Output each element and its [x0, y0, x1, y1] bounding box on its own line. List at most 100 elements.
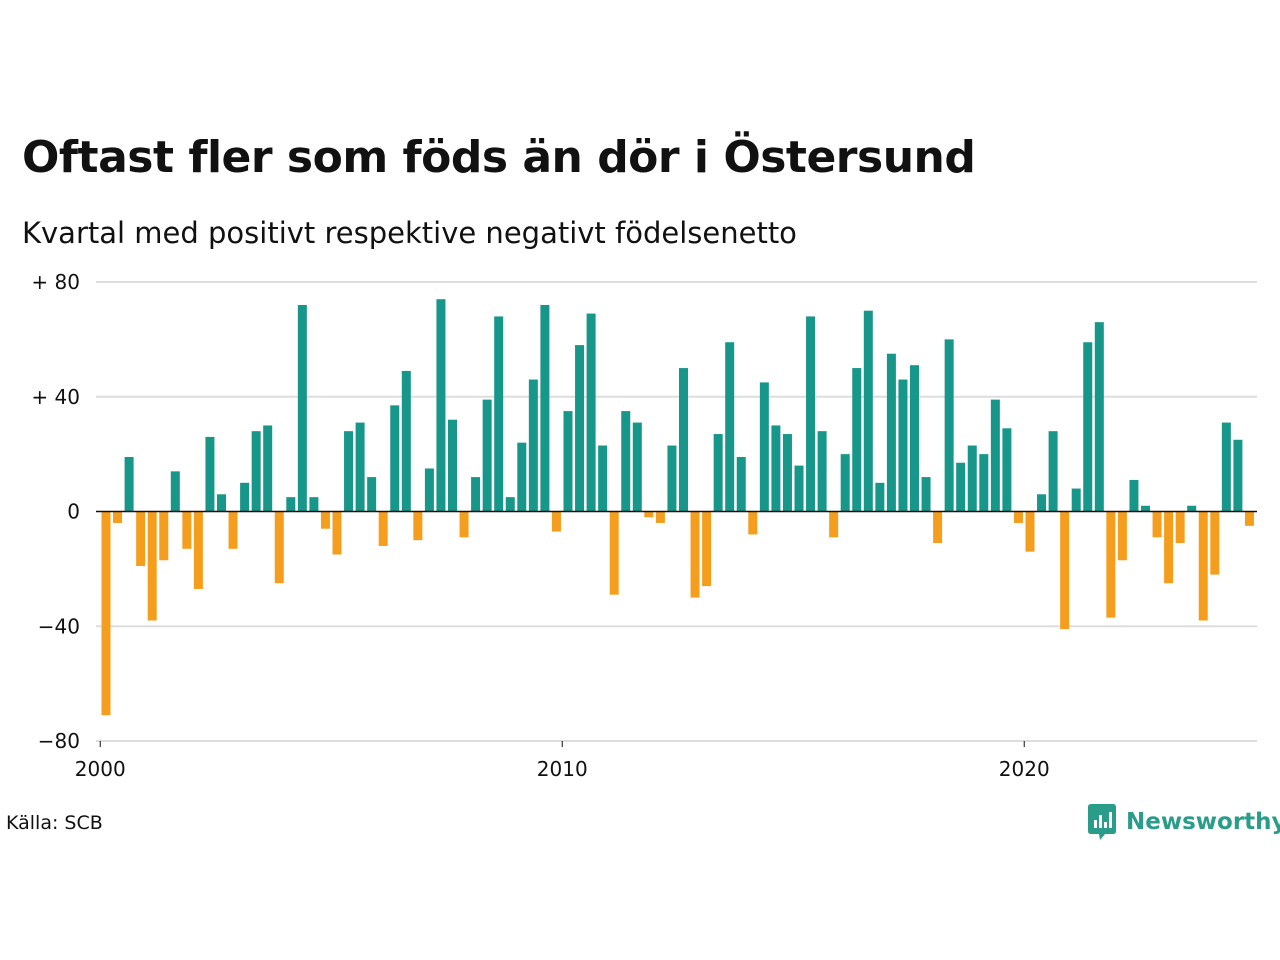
bar — [956, 462, 966, 512]
bar — [748, 511, 758, 535]
bar — [228, 511, 238, 549]
chart-subtitle: Kvartal med positivt respektive negativt… — [22, 216, 797, 250]
bar — [113, 511, 123, 523]
newsworthy-icon — [1088, 804, 1116, 840]
bar — [1025, 511, 1035, 552]
bar — [1244, 511, 1254, 526]
bar — [1210, 511, 1220, 575]
bar — [1048, 431, 1058, 512]
bar — [170, 471, 180, 512]
bar — [124, 456, 134, 512]
y-tick-label: 0 — [67, 500, 80, 524]
bar — [598, 445, 608, 512]
bar — [852, 368, 862, 512]
bar — [1117, 511, 1127, 561]
bar — [1164, 511, 1174, 584]
bar — [182, 511, 192, 549]
bar — [863, 310, 873, 512]
bar — [655, 511, 665, 523]
bar — [251, 431, 261, 512]
bar — [240, 482, 250, 512]
bar — [771, 425, 781, 512]
y-tick-label: + 40 — [31, 385, 80, 409]
bar — [413, 511, 423, 541]
bar — [1152, 511, 1162, 538]
bar — [725, 342, 735, 512]
bar — [448, 419, 457, 512]
bar — [1002, 428, 1012, 512]
bar — [482, 399, 492, 512]
y-axis-labels: + 80 + 40 0 −40 −80 — [31, 270, 80, 753]
bar — [1221, 422, 1231, 512]
bar — [1233, 439, 1243, 512]
bar — [286, 497, 296, 512]
bar — [471, 477, 481, 512]
x-axis: 2000 2010 2020 — [75, 741, 1050, 781]
bar — [205, 436, 215, 512]
y-tick-label: −40 — [38, 614, 80, 638]
bar — [609, 511, 619, 595]
bar — [1013, 511, 1023, 523]
bar — [136, 511, 146, 567]
bar — [759, 382, 769, 512]
bar — [1083, 342, 1093, 512]
bar — [355, 422, 365, 512]
bar — [679, 368, 688, 512]
bar — [367, 477, 377, 512]
bar — [494, 316, 504, 512]
bar — [1094, 322, 1104, 512]
bar — [990, 399, 1000, 512]
bar — [933, 511, 943, 544]
bar — [344, 431, 354, 512]
bar — [575, 345, 585, 512]
bar — [1037, 494, 1047, 512]
bar — [401, 370, 411, 512]
bar — [644, 511, 654, 518]
bar — [794, 465, 804, 512]
bar — [309, 497, 319, 512]
bar — [378, 511, 388, 546]
bar — [217, 494, 226, 512]
bar — [424, 468, 434, 512]
bar — [817, 431, 827, 512]
bar — [875, 482, 885, 512]
bars — [101, 299, 1254, 716]
bar — [540, 304, 550, 512]
bar — [320, 511, 330, 529]
bar — [667, 445, 677, 512]
bar — [840, 454, 850, 512]
bar — [1060, 511, 1070, 630]
bar — [944, 339, 954, 512]
bar — [829, 511, 839, 538]
newsworthy-logo[interactable]: Newsworthy — [1088, 804, 1280, 840]
bar — [274, 511, 284, 584]
bar — [621, 411, 631, 512]
bar — [713, 434, 723, 512]
bar — [193, 511, 203, 589]
bar — [459, 511, 469, 538]
bar — [702, 511, 712, 587]
bar — [528, 379, 538, 512]
bar — [1198, 511, 1208, 621]
bar — [1175, 511, 1185, 544]
bar — [1071, 488, 1081, 512]
source-credit: Källa: SCB — [6, 812, 103, 834]
bar — [690, 511, 700, 598]
bar — [436, 299, 446, 512]
y-tick-label: −80 — [38, 729, 80, 753]
x-tick-label: 2020 — [999, 757, 1050, 781]
bar — [1187, 505, 1197, 512]
bar — [898, 379, 908, 512]
bar — [297, 304, 307, 512]
bar — [782, 434, 792, 512]
brand-name: Newsworthy — [1126, 809, 1280, 835]
bar — [263, 425, 273, 512]
bar — [967, 445, 977, 512]
bar — [921, 477, 931, 512]
x-tick-label: 2000 — [75, 757, 126, 781]
chart-title: Oftast fler som föds än dör i Östersund — [22, 132, 976, 183]
x-tick-label: 2010 — [537, 757, 588, 781]
bar — [910, 365, 919, 512]
bar — [159, 511, 169, 561]
bar — [632, 422, 642, 512]
